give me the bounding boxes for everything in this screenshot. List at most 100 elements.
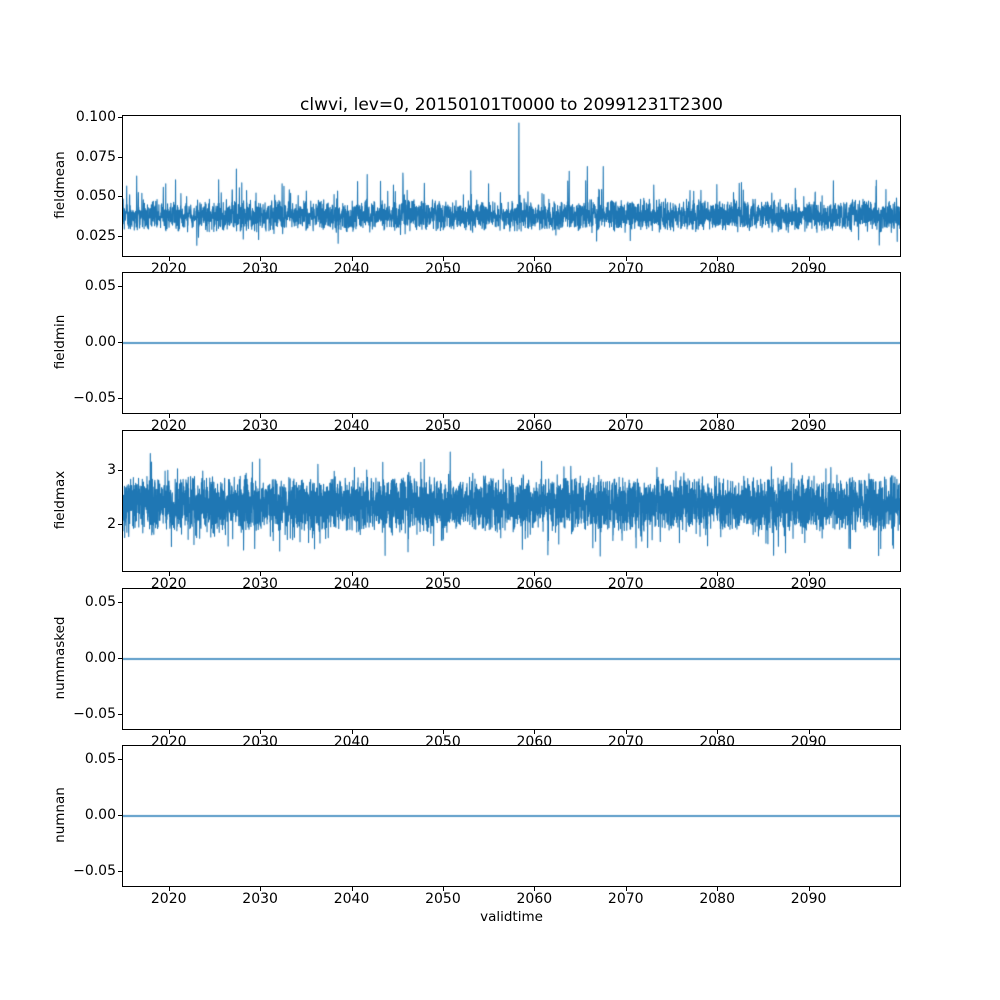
plot-area-fieldmin — [122, 272, 901, 414]
x-tick-mark — [168, 572, 170, 576]
x-tick-mark — [260, 257, 262, 261]
x-tick-mark — [260, 572, 262, 576]
plot-area-nummasked — [122, 588, 901, 730]
x-tick-mark — [260, 414, 262, 418]
x-tick-label: 2050 — [425, 891, 461, 907]
x-tick-label: 2090 — [790, 418, 827, 434]
subplot-fieldmean: fieldmean 0.100 0.075 0.050 0.025 2020 2030 20… — [0, 109, 1000, 276]
x-tick-mark — [260, 730, 262, 734]
y-tick-mark — [118, 285, 122, 287]
x-tick-label: 2040 — [333, 576, 370, 592]
y-tick-mark — [118, 658, 122, 659]
y-tick-mark — [118, 758, 122, 760]
x-tick-label: 2050 — [425, 418, 461, 434]
y-tick-label: 3 — [107, 462, 116, 479]
subplot-numnan: numnan 0.05 0.00 −0.05 2020 2030 2040 2050 2060… — [0, 745, 1000, 906]
x-tick-label: 2020 — [150, 576, 187, 592]
x-tick-label: 2060 — [516, 576, 553, 592]
x-tick-label: 2060 — [516, 891, 553, 907]
y-tick-label: 0.075 — [75, 148, 116, 165]
x-tick-label: 2040 — [333, 891, 370, 907]
y-tick-label: 0.050 — [75, 188, 116, 205]
y-tick-label: 0.00 — [84, 650, 116, 666]
y-tick-label: 2 — [107, 516, 116, 533]
x-tick-label: 2080 — [699, 418, 735, 434]
y-tick-mark — [118, 470, 122, 472]
y-tick-mark — [118, 524, 122, 526]
x-tick-mark — [717, 730, 719, 734]
x-tick-mark — [534, 730, 536, 734]
x-tick-mark — [625, 730, 627, 734]
x-tick-mark — [351, 257, 353, 261]
x-tick-label: 2070 — [607, 576, 644, 592]
x-tick-label: 2060 — [516, 418, 553, 434]
x-tick-label: 2070 — [607, 418, 644, 434]
x-tick-mark — [351, 730, 353, 734]
y-tick-mark — [118, 601, 122, 603]
x-tick-mark — [808, 730, 810, 734]
y-axis-label-numnan: numnan — [52, 787, 68, 843]
x-tick-mark — [717, 887, 719, 891]
x-tick-mark — [717, 257, 719, 261]
y-tick-label: −0.05 — [73, 390, 116, 407]
y-tick-label: 0.00 — [84, 334, 116, 350]
plot-area-fieldmax — [122, 430, 901, 572]
plot-area-fieldmean — [122, 115, 901, 257]
y-tick-mark — [118, 398, 122, 400]
x-tick-label: 2070 — [607, 891, 644, 907]
x-tick-label: 2020 — [150, 418, 187, 434]
x-tick-mark — [351, 414, 353, 418]
y-tick-mark — [118, 815, 122, 816]
x-tick-mark — [534, 257, 536, 261]
plot-area-numnan — [122, 745, 901, 887]
x-tick-mark — [168, 730, 170, 734]
x-tick-mark — [442, 414, 444, 418]
x-tick-label: 2090 — [790, 576, 827, 592]
x-tick-mark — [442, 257, 444, 261]
x-tick-mark — [168, 257, 170, 261]
y-tick-mark — [118, 236, 122, 238]
y-tick-label: −0.05 — [73, 863, 116, 880]
x-tick-label: 2020 — [150, 891, 187, 907]
x-tick-mark — [625, 414, 627, 418]
y-tick-label: 0.05 — [84, 277, 116, 294]
x-tick-mark — [168, 887, 170, 891]
x-tick-label: 2030 — [242, 891, 278, 907]
x-tick-mark — [260, 887, 262, 891]
x-tick-mark — [808, 414, 810, 418]
figure-title: clwvi, lev=0, 20150101T0000 to 20991231T… — [300, 95, 723, 115]
y-tick-label: 0.05 — [84, 750, 116, 767]
y-axis-label-fieldmax: fieldmax — [52, 470, 68, 530]
x-tick-mark — [808, 887, 810, 891]
y-tick-mark — [118, 156, 122, 158]
y-tick-label: 0.100 — [75, 109, 116, 126]
y-tick-label: 0.00 — [84, 807, 116, 823]
x-tick-mark — [625, 572, 627, 576]
subplot-nummasked: nummasked 0.05 0.00 −0.05 2020 2030 2040 2050 2… — [0, 588, 1000, 749]
x-tick-mark — [808, 572, 810, 576]
subplot-fieldmin: fieldmin 0.05 0.00 −0.05 2020 2030 2040 2050 20… — [0, 272, 1000, 433]
x-tick-mark — [442, 572, 444, 576]
x-tick-label: 2030 — [242, 418, 278, 434]
y-tick-label: −0.05 — [73, 706, 116, 723]
x-tick-mark — [534, 414, 536, 418]
y-axis-label-nummasked: nummasked — [52, 616, 68, 700]
y-tick-label: 0.05 — [84, 593, 116, 610]
y-tick-mark — [118, 342, 122, 343]
x-tick-mark — [625, 887, 627, 891]
x-tick-label: 2090 — [790, 891, 827, 907]
x-tick-mark — [534, 572, 536, 576]
x-tick-label: 2050 — [425, 576, 461, 592]
x-tick-mark — [351, 887, 353, 891]
x-axis-label: validtime — [480, 909, 543, 925]
x-tick-mark — [534, 887, 536, 891]
x-tick-mark — [168, 414, 170, 418]
y-tick-mark — [118, 871, 122, 873]
y-tick-label: 0.025 — [75, 228, 116, 245]
y-tick-mark — [118, 196, 122, 198]
x-tick-mark — [808, 257, 810, 261]
y-tick-mark — [118, 117, 122, 119]
subplot-fieldmax: fieldmax 3 2 2020 2030 2040 2050 2060 2070 2080 2… — [0, 430, 1000, 591]
x-tick-mark — [717, 572, 719, 576]
